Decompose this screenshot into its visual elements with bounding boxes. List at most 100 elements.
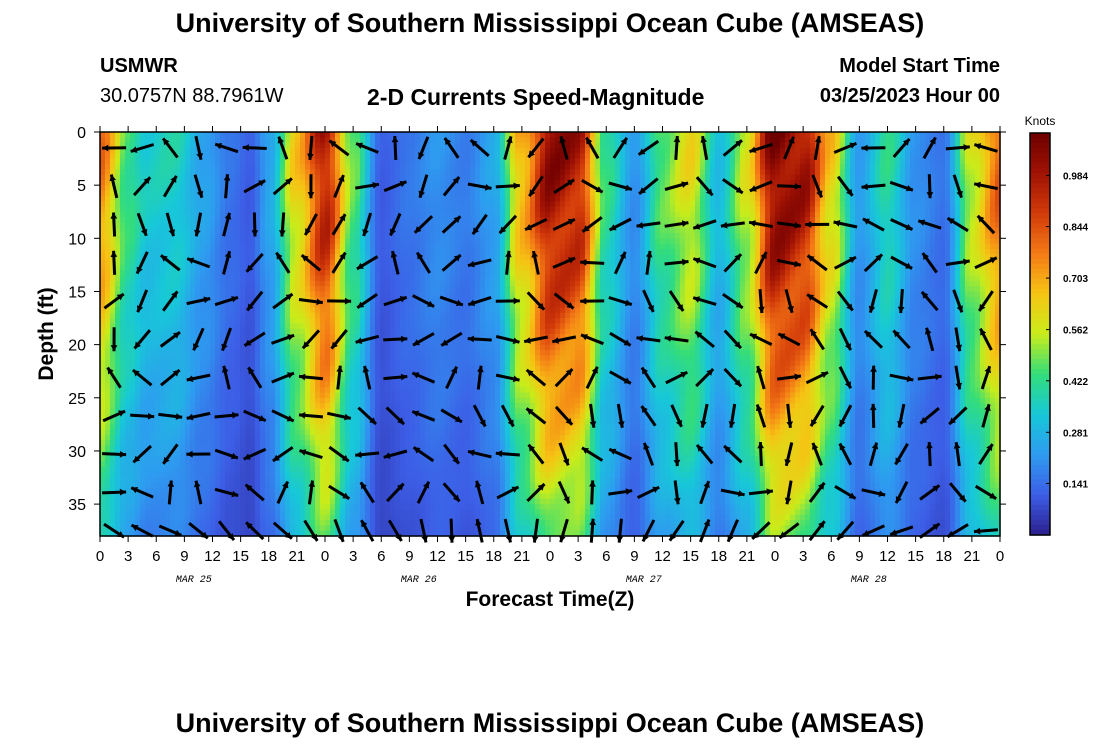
heatmap-cell [230, 323, 236, 330]
heatmap-cell [400, 493, 406, 500]
heatmap-cell [190, 530, 196, 537]
heatmap-cell [260, 280, 266, 287]
heatmap-cell [305, 264, 311, 271]
heatmap-cell [155, 280, 161, 287]
heatmap-cell [265, 514, 271, 521]
heatmap-cell [185, 530, 191, 537]
heatmap-cell [300, 498, 306, 505]
heatmap-cell [165, 493, 171, 500]
heatmap-cell [125, 302, 131, 309]
heatmap-cell [100, 461, 106, 468]
heatmap-cell [180, 254, 186, 261]
heatmap-cell [160, 450, 166, 457]
heatmap-cell [145, 270, 151, 277]
heatmap-cell [310, 323, 316, 330]
heatmap-cell [230, 477, 236, 484]
heatmap-cell [225, 153, 231, 160]
heatmap-cell [235, 419, 241, 425]
heatmap-cell [180, 323, 186, 330]
heatmap-cell [380, 456, 386, 463]
heatmap-cell [305, 435, 311, 441]
heatmap-cell [275, 530, 281, 537]
heatmap-cell [335, 201, 341, 208]
heatmap-cell [195, 365, 201, 372]
heatmap-cell [235, 222, 241, 229]
heatmap-cell [260, 291, 266, 298]
heatmap-cell [295, 403, 301, 410]
heatmap-cell [350, 238, 356, 245]
heatmap-cell [150, 381, 156, 388]
heatmap-cell [170, 392, 176, 399]
heatmap-cell [335, 243, 341, 250]
heatmap-cell [240, 509, 246, 516]
heatmap-cell [295, 339, 301, 346]
heatmap-cell [245, 445, 251, 452]
heatmap-cell [165, 291, 171, 298]
heatmap-cell [400, 466, 406, 473]
heatmap-cell [175, 174, 181, 181]
heatmap-cell [315, 509, 321, 516]
heatmap-cell [190, 195, 196, 202]
heatmap-cell [180, 153, 186, 160]
heatmap-cell [425, 302, 431, 309]
heatmap-cell [195, 163, 201, 170]
heatmap-cell [405, 413, 411, 420]
heatmap-cell [135, 360, 141, 367]
heatmap-cell [250, 344, 256, 351]
heatmap-cell [245, 419, 251, 425]
heatmap-cell [165, 195, 171, 202]
heatmap-cell [215, 264, 221, 271]
heatmap-cell [320, 222, 326, 229]
heatmap-cell [185, 429, 191, 436]
heatmap-cell [425, 222, 431, 229]
heatmap-cell [150, 498, 156, 505]
heatmap-cell [425, 190, 431, 197]
heatmap-cell [280, 323, 286, 330]
heatmap-cell [300, 488, 306, 495]
heatmap-cell [315, 153, 321, 160]
heatmap-cell [230, 365, 236, 372]
heatmap-cell [100, 514, 106, 521]
heatmap-cell [195, 307, 201, 314]
heatmap-cell [205, 349, 211, 356]
heatmap-cell [370, 445, 376, 452]
heatmap-cell [345, 201, 351, 208]
heatmap-cell [260, 520, 266, 526]
heatmap-cell [130, 318, 136, 324]
heatmap-cell [385, 291, 391, 298]
heatmap-cell [240, 254, 246, 261]
heatmap-cell [340, 132, 346, 138]
heatmap-cell [310, 302, 316, 309]
heatmap-cell [240, 190, 246, 197]
heatmap-cell [420, 132, 426, 138]
heatmap-cell [335, 445, 341, 452]
heatmap-cell [330, 365, 336, 372]
heatmap-cell [245, 424, 251, 431]
heatmap-cell [365, 132, 371, 138]
heatmap-cell [175, 142, 181, 149]
heatmap-cell [400, 270, 406, 277]
heatmap-cell [145, 498, 151, 505]
heatmap-cell [265, 280, 271, 287]
heatmap-cell [145, 482, 151, 489]
heatmap-cell [295, 147, 301, 154]
heatmap-cell [360, 349, 366, 356]
heatmap-cell [355, 195, 361, 202]
heatmap-cell [105, 445, 111, 452]
heatmap-cell [130, 424, 136, 431]
heatmap-cell [355, 217, 361, 223]
heatmap-cell [170, 259, 176, 266]
heatmap-cell [195, 381, 201, 388]
heatmap-cell [290, 525, 296, 532]
heatmap-cell [200, 147, 206, 154]
heatmap-cell [100, 243, 106, 250]
heatmap-cell [265, 195, 271, 202]
heatmap-cell [415, 504, 421, 511]
heatmap-cell [285, 163, 291, 170]
heatmap-cell [290, 238, 296, 245]
heatmap-cell [240, 280, 246, 287]
heatmap-cell [195, 264, 201, 271]
heatmap-cell [330, 158, 336, 165]
heatmap-cell [245, 477, 251, 484]
heatmap-cell [275, 504, 281, 511]
